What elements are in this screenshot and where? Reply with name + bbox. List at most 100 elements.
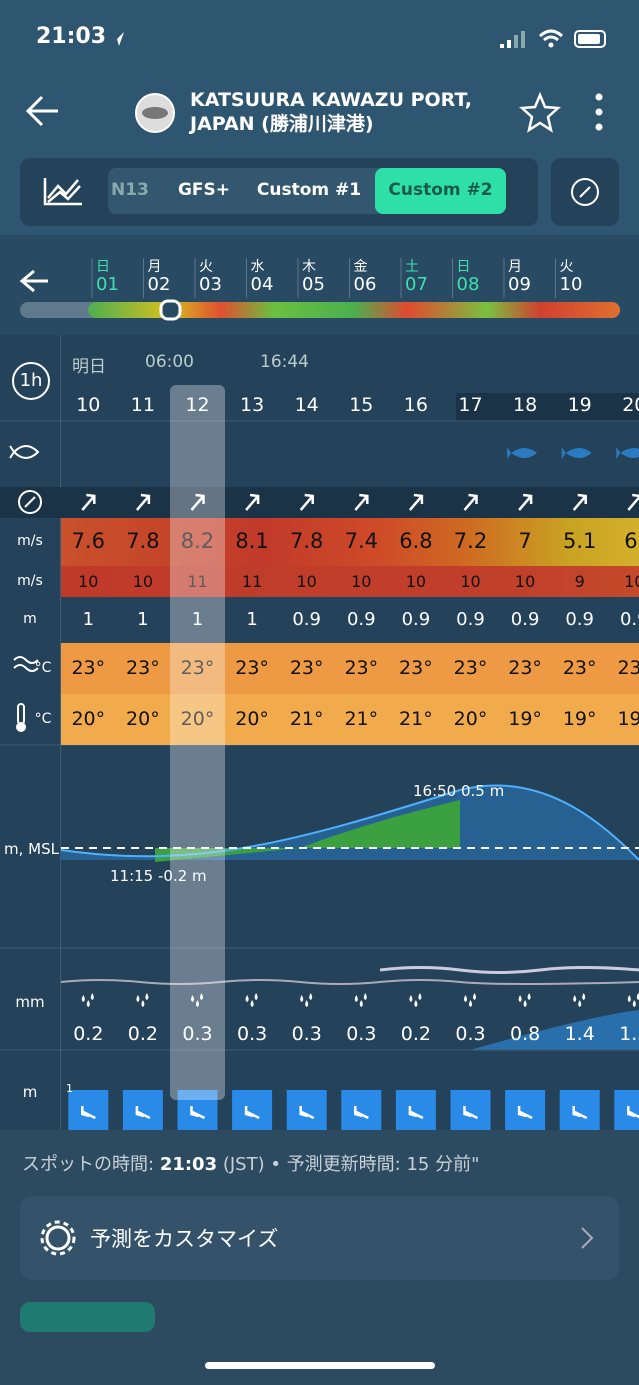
tide-high: 16:50 0.5 m [413,782,505,800]
wind-arrow [190,493,205,511]
swell-box [68,1090,109,1130]
swell-box [177,1090,218,1130]
date[interactable]: 08 [456,274,480,295]
cell-value: 1 [191,609,204,631]
wind-arrow [572,493,587,511]
cell-value: 23° [617,657,639,680]
date[interactable]: 05 [302,274,325,295]
weekday[interactable]: 月 [147,259,162,275]
wind-arrow [408,493,424,511]
model-tab[interactable]: Custom #2 [388,180,493,200]
cell-value: 1 [246,609,258,631]
weekday[interactable]: 月 [508,259,522,275]
hour: 14 [294,394,319,416]
divider [60,335,61,1130]
weekday[interactable]: 金 [353,259,368,275]
cell-value: 6.8 [399,529,433,554]
cell-value: 10 [132,571,154,591]
rain-value: 1.4 [564,1023,595,1045]
date[interactable]: 09 [508,274,531,295]
swell-arrow [299,1106,315,1120]
cell-value: 10 [78,571,99,591]
cell-value: 0.9 [619,609,639,631]
swell-arrow [135,1106,151,1120]
swell-box [559,1090,600,1130]
drop [136,993,149,1007]
cell-value: 9 [574,571,585,591]
model-tab[interactable]: GFS+ [177,180,231,200]
date[interactable]: 01 [96,274,119,295]
hour: 12 [185,394,210,416]
footer: スポットの時間: 21:03 (JST) • 予測更新時間: 15 分前" [22,1154,480,1175]
weekday[interactable]: 火 [559,259,574,275]
swell-arrow [627,1106,639,1119]
fish [507,447,538,459]
tide-low: 11:15 -0.2 m [110,867,207,885]
hour: 15 [349,394,374,416]
swell-unit: m [22,1083,38,1101]
cell-value: 1 [82,609,95,631]
swell-box [450,1090,491,1130]
weekday[interactable]: 土 [405,259,419,275]
cell-value: 19° [508,708,542,731]
swell-box [232,1090,273,1130]
rain-value: 0.8 [509,1023,541,1045]
date[interactable]: 07 [405,274,428,295]
cell-value: 7.6 [71,529,105,554]
cell-value: 0.9 [456,609,485,631]
swell-arrow [408,1106,424,1120]
cell-value: 0.9 [292,609,321,631]
date[interactable]: 02 [147,274,171,295]
cell-value: 11 [187,571,208,591]
cell-value: 21° [399,708,433,731]
weekday[interactable]: 木 [302,259,316,275]
swell-arrow [354,1106,369,1120]
cell-value: 6. [624,529,639,554]
cell-value: 0.9 [401,609,431,631]
weekday[interactable]: 火 [199,259,213,275]
cell-value: 23° [289,657,324,680]
cell-value: 20° [71,708,106,731]
drop [464,993,476,1007]
weekday[interactable]: 水 [250,259,265,275]
swell-box [286,1090,327,1130]
wind-arrow [245,493,260,511]
rain-value: 0.3 [455,1023,486,1045]
wind-arrow [135,493,151,511]
date[interactable]: 03 [199,274,222,295]
model-tab[interactable]: N13 [111,180,149,200]
row-unit: m/s [17,533,43,549]
date[interactable]: 04 [250,274,274,295]
row-unit: °C [34,659,52,676]
drop [518,993,531,1007]
cell-value: 23° [508,657,542,680]
drop [627,993,639,1007]
wind-arrow [354,493,369,511]
cell-value: 5.1 [562,529,597,554]
row-unit: m [23,611,37,627]
model-tab[interactable]: Custom #1 [256,180,362,200]
customize-button[interactable]: 予測をカスタマイズ [90,1227,279,1251]
wind-arrow [463,493,478,511]
interval[interactable]: 1h [19,370,43,391]
date[interactable]: 10 [559,274,583,295]
day-bg [0,235,639,335]
rain-value: 0.3 [182,1023,213,1045]
rain-value: 0.2 [127,1023,158,1045]
swell-arrow [463,1106,479,1120]
cell-value: 10 [624,571,639,591]
swell-arrow [190,1106,206,1120]
wind-arrow [299,493,314,511]
cell-value: 7.8 [126,529,160,554]
weekday[interactable]: 日 [456,259,471,275]
weekday[interactable]: 日 [96,259,110,275]
cell-value: 0.9 [510,609,540,631]
cell-value: 10 [514,571,536,591]
cell-value: 19° [617,708,639,731]
cell-value: 10 [351,571,372,591]
date[interactable]: 06 [353,274,377,295]
selected-column [170,385,225,1100]
hour: 16 [403,394,428,416]
